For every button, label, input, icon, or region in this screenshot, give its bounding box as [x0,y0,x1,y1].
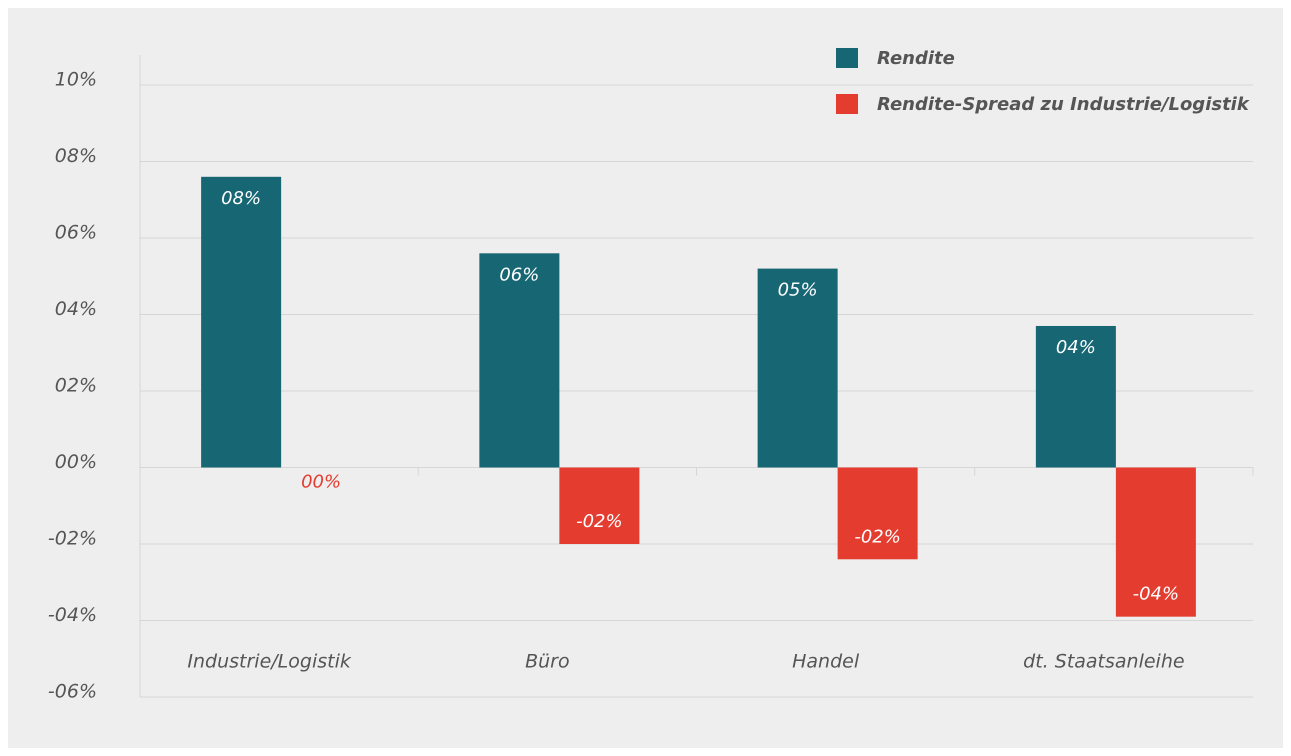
bar [837,467,918,560]
data-label: 06% [499,264,539,285]
legend-swatch [836,94,858,114]
data-label: 08% [221,188,261,209]
y-tick-label: -02% [48,528,97,550]
data-label: 05% [778,280,818,301]
y-tick-label: 00% [55,451,97,473]
y-tick-label: -04% [48,604,97,626]
bar [559,467,640,544]
data-label: -04% [1133,584,1180,605]
y-tick-label: 02% [55,375,97,397]
x-tick-label: Büro [525,651,570,673]
bar [479,253,560,468]
legend-label: Rendite [877,48,955,69]
y-tick-label: 06% [55,222,97,244]
x-tick-label: Industrie/Logistik [187,651,351,673]
x-tick-label: Handel [792,651,860,673]
data-label: 00% [301,472,341,493]
legend-label: Rendite-Spread zu Industrie/Logistik [877,94,1250,115]
y-tick-label: -06% [48,681,97,703]
y-tick-label: 10% [55,69,97,91]
y-tick-label: 04% [55,298,97,320]
data-label: -02% [576,511,623,532]
x-tick-label: dt. Staatsanleihe [1023,651,1184,673]
data-label: -02% [854,526,901,547]
legend-swatch [836,48,858,68]
bar [201,176,282,468]
bar [1115,467,1196,617]
bar [1035,325,1116,468]
bar [757,268,838,468]
data-label: 04% [1056,337,1096,358]
y-tick-label: 08% [55,145,97,167]
